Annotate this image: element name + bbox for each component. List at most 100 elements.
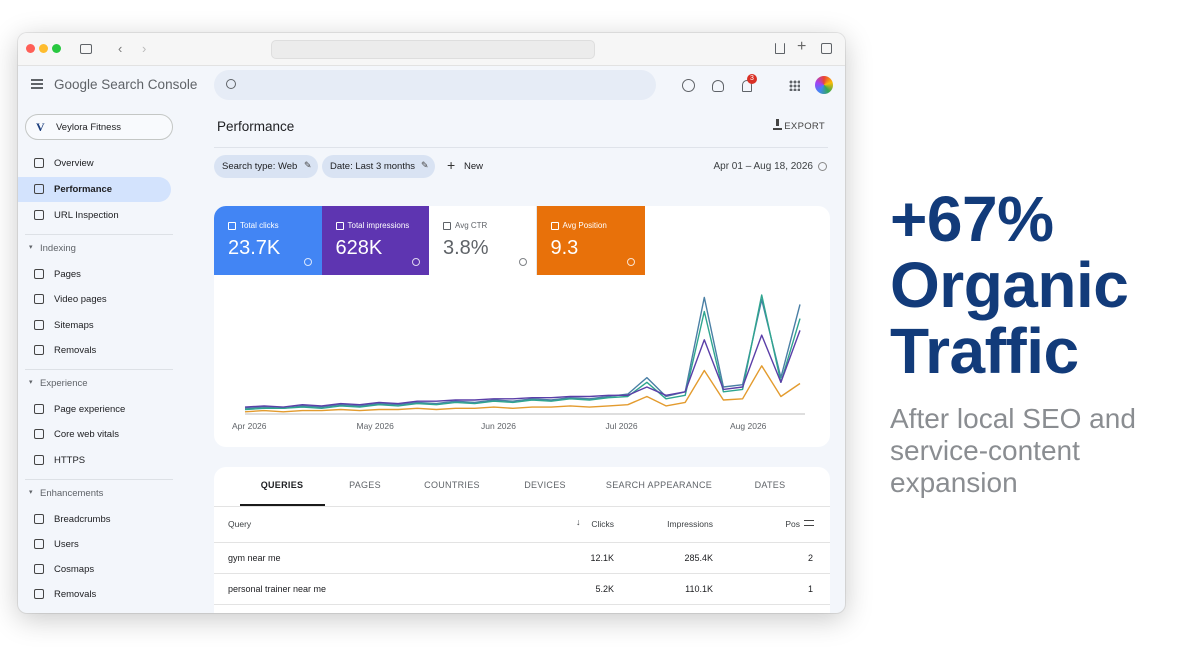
help-button[interactable] — [682, 79, 695, 92]
tab[interactable]: COUNTRIES — [424, 480, 480, 490]
nav-item[interactable]: Removals — [18, 582, 171, 607]
metric-tile[interactable]: Avg CTR 3.8% — [429, 206, 537, 275]
table-cell: 5.2K — [595, 584, 614, 594]
zoom-button[interactable] — [52, 44, 61, 53]
section-caret[interactable]: ▾ — [29, 244, 33, 251]
menu-button[interactable] — [31, 79, 43, 89]
nav-label: Pages — [54, 269, 81, 280]
metric-label: Total impressions — [347, 221, 410, 230]
help-icon — [818, 162, 827, 171]
metric-tile[interactable]: Avg Position 9.3 — [536, 206, 645, 275]
table-row[interactable]: gym near me 12.1K 285.4K 2 — [214, 543, 830, 573]
users-button[interactable] — [712, 80, 724, 92]
address-bar[interactable] — [271, 40, 595, 59]
page-title: Performance — [217, 119, 295, 134]
performance-card: Total clicks 23.7K Total impressions 628K Av… — [214, 206, 830, 447]
nav-item[interactable]: Breadcrumbs — [18, 507, 171, 532]
menu-button-bar — [31, 83, 43, 85]
metric-tile[interactable]: Total impressions 628K — [321, 206, 430, 275]
apps-button[interactable] — [789, 80, 800, 91]
tab[interactable]: PAGES — [349, 480, 381, 490]
nav-icon — [34, 429, 44, 440]
search-bar[interactable] — [214, 70, 656, 100]
table-cell: 110.1K — [685, 584, 713, 594]
nav-item[interactable]: Performance — [18, 177, 171, 202]
column-header[interactable]: Impressions — [667, 519, 713, 529]
section-caret[interactable]: ▾ — [29, 378, 33, 386]
nav-item[interactable]: Removals — [18, 338, 171, 363]
new-filter-button[interactable]: New — [464, 161, 484, 172]
table-cell: 1 — [807, 584, 813, 594]
nav-icon — [34, 184, 44, 194]
nav-section-title: Indexing — [40, 243, 76, 254]
metric-value: 3.8% — [443, 237, 489, 259]
help-icon — [411, 258, 420, 266]
sort-arrow: ↓ — [576, 517, 581, 527]
forward-button[interactable]: › — [142, 41, 147, 56]
sidebar-toggle[interactable] — [80, 44, 92, 54]
tab-divider — [214, 506, 830, 507]
metric-checkbox — [443, 222, 451, 230]
performance-chart: Apr 2026 May 2026 Jun 2026 Jul 2026 Aug 2026 — [232, 294, 805, 431]
nav-item[interactable]: URL Inspection — [18, 203, 171, 228]
back-button[interactable]: ‹ — [118, 41, 123, 56]
nav-icon — [34, 158, 44, 168]
column-header[interactable]: Query — [228, 519, 252, 529]
brand: Google Search Console — [54, 77, 198, 92]
edit-icon: ✎ — [304, 160, 312, 170]
tabs-button[interactable] — [821, 43, 832, 54]
edit-icon: ✎ — [421, 160, 429, 170]
table-cell: 12.1K — [590, 553, 614, 563]
new-tab-button[interactable]: + — [797, 38, 807, 55]
metric-label: Avg CTR — [455, 221, 488, 230]
minimize-button[interactable] — [39, 44, 48, 53]
nav-item[interactable]: Overview — [18, 151, 171, 176]
tab[interactable]: DATES — [754, 480, 786, 490]
tab[interactable]: DEVICES — [524, 480, 566, 490]
filter-chip-label: Search type: Web — [222, 161, 298, 172]
tab[interactable]: QUERIES — [260, 480, 304, 490]
nav-item[interactable]: Page experience — [18, 397, 171, 422]
nav-section-title: Experience — [40, 377, 88, 389]
table-row[interactable]: personal trainer near me 5.2K 110.1K 1 — [214, 574, 830, 604]
column-header[interactable]: Pos — [785, 519, 800, 529]
sidebar: Overview Performance URL Inspection ▾ Indexi… — [18, 33, 203, 613]
account-avatar[interactable] — [815, 76, 833, 94]
filter-chip[interactable]: Search type: Web — [214, 155, 318, 178]
table-card: QUERIES PAGES COUNTRIES DEVICES SEARCH APPEA… — [214, 467, 830, 613]
close-button[interactable] — [26, 44, 35, 53]
filter-chip[interactable]: Date: Last 3 months — [322, 155, 435, 178]
share-button[interactable] — [775, 43, 785, 54]
nav-label: Performance — [54, 184, 113, 195]
nav-item[interactable]: Pages — [18, 262, 171, 287]
table-cell: 285.4K — [684, 553, 713, 563]
nav-divider — [25, 234, 173, 235]
x-tick-label: Apr 2026 — [232, 421, 267, 431]
nav-icon — [34, 589, 44, 600]
nav-item[interactable]: Video pages — [18, 287, 171, 312]
nav-label: Overview — [54, 158, 94, 169]
section-caret[interactable]: ▾ — [29, 488, 33, 496]
metric-checkbox — [550, 222, 559, 230]
nav-label: Removals — [54, 344, 97, 356]
nav-label: Breadcrumbs — [54, 513, 111, 525]
export-button[interactable]: EXPORT — [784, 121, 825, 132]
nav-item[interactable]: HTTPS — [18, 448, 171, 473]
nav-divider — [25, 478, 173, 480]
metric-label: Avg Position — [562, 221, 607, 230]
nav-item[interactable]: Core web vitals — [18, 422, 171, 447]
column-header[interactable]: Clicks — [591, 519, 614, 529]
nav-item[interactable]: Users — [18, 532, 171, 557]
nav-icon — [34, 403, 44, 414]
nav-item[interactable]: Cosmaps — [18, 557, 171, 582]
nav-icon — [34, 294, 44, 305]
table-cell: gym near me — [228, 553, 281, 563]
tab[interactable]: SEARCH APPEARANCE — [605, 480, 713, 490]
nav-divider — [25, 368, 173, 370]
metric-label: Total clicks — [240, 221, 279, 230]
metric-tile[interactable]: Total clicks 23.7K — [214, 206, 322, 275]
nav-item[interactable]: Sitemaps — [18, 313, 171, 338]
property-selector[interactable]: V Veylora Fitness — [25, 114, 173, 140]
filter-icon — [804, 520, 814, 526]
